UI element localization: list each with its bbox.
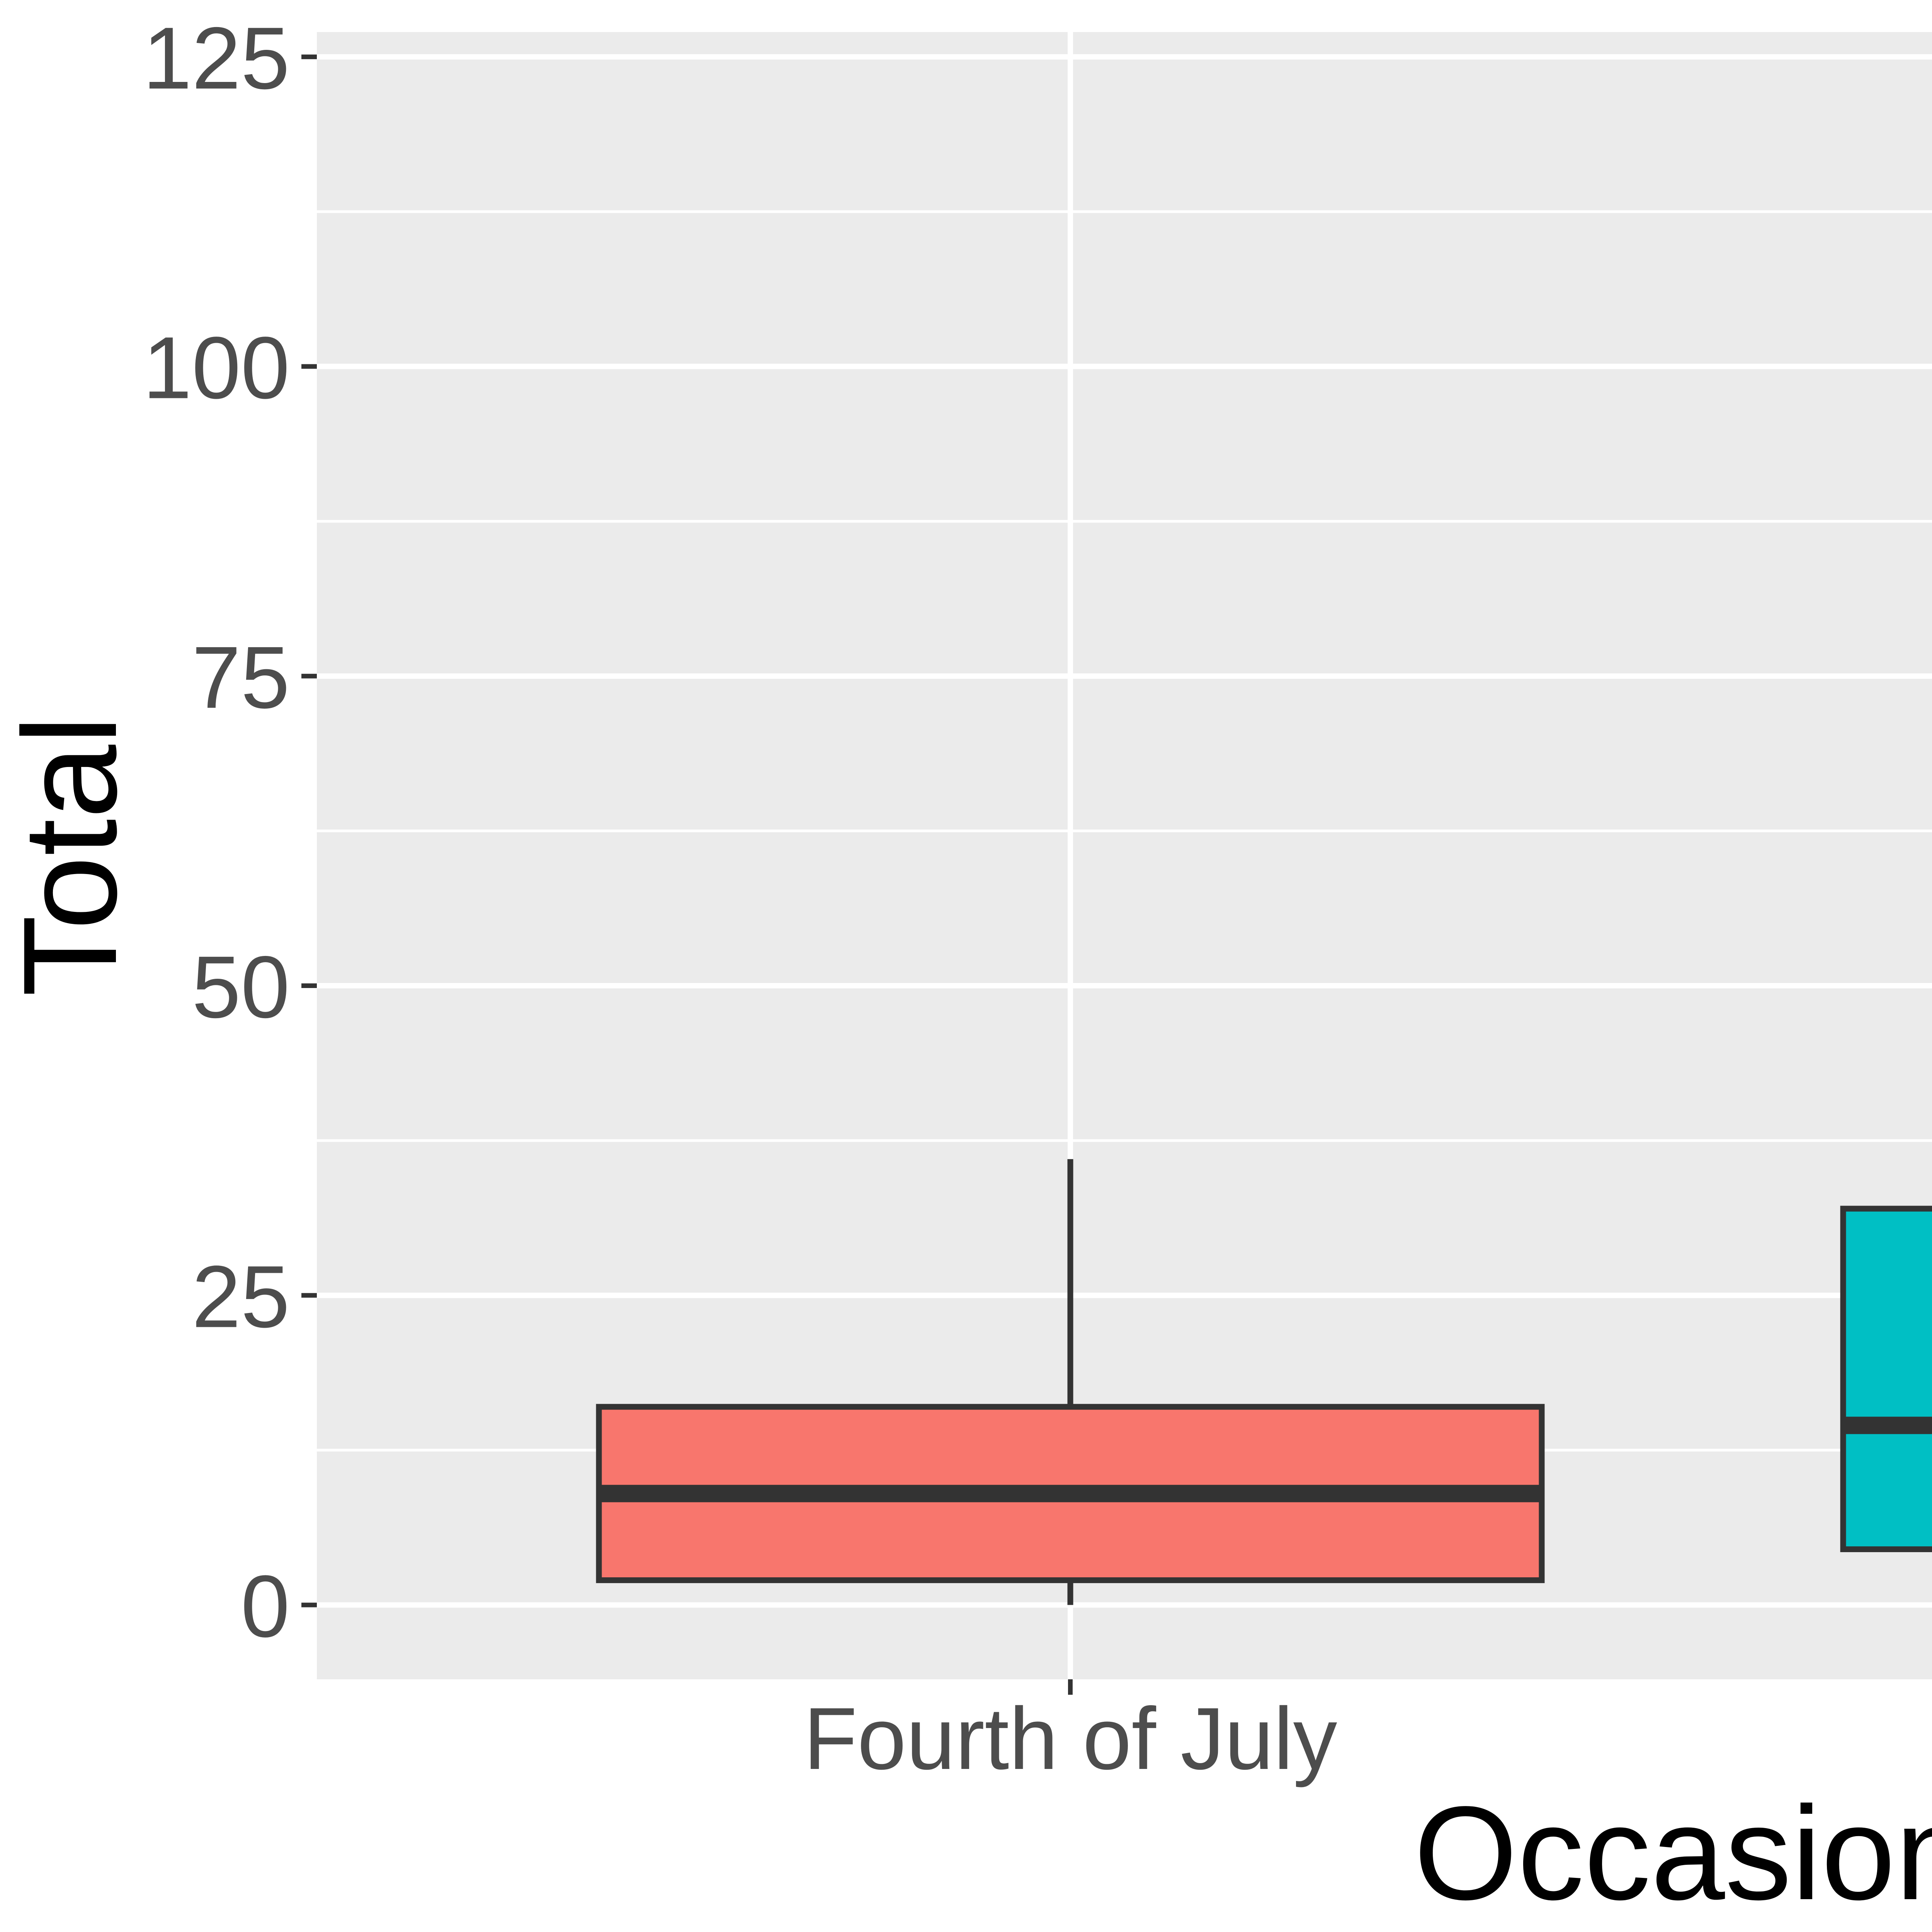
x-tick-label: Fourth of July: [803, 1690, 1337, 1788]
y-tick-label: 25: [192, 1248, 290, 1346]
box: [1840, 1206, 1932, 1552]
y-tick-label: 50: [192, 938, 290, 1036]
y-axis-title: Total: [0, 715, 145, 997]
y-tick-label: 125: [143, 9, 290, 107]
y-tick-label: 75: [192, 629, 290, 727]
data-layer: [596, 1159, 1932, 1605]
x-axis-title: Occasion: [1414, 1779, 1932, 1928]
y-tick-label: 0: [241, 1558, 290, 1656]
y-tick-label: 100: [143, 319, 290, 417]
